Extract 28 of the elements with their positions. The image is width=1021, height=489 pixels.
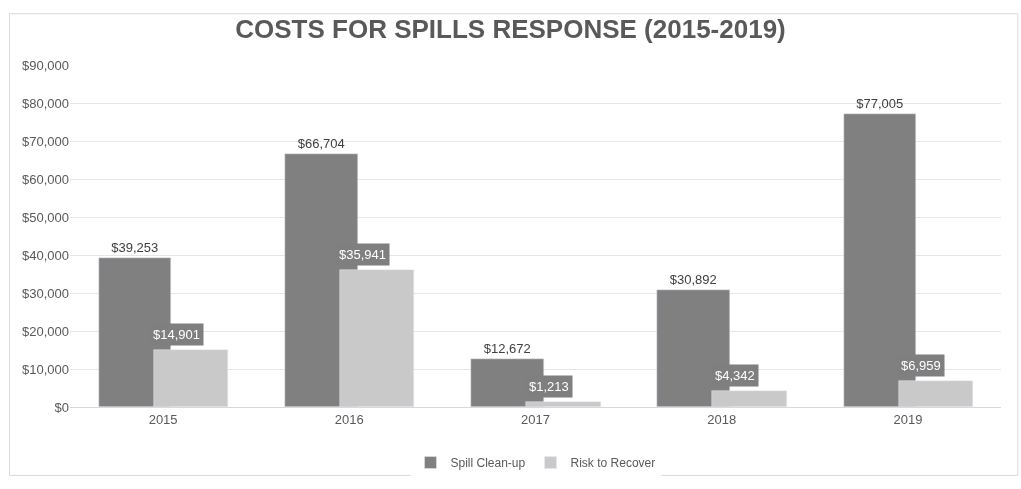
chart-title: COSTS FOR SPILLS RESPONSE (2015-2019): [235, 13, 786, 44]
y-tick-label: $40,000: [22, 247, 69, 263]
legend-label: Risk to Recover: [570, 456, 656, 471]
y-tick-label: $60,000: [22, 171, 69, 187]
data-label: $6,959: [901, 358, 941, 373]
y-tick-label: $80,000: [22, 95, 69, 111]
data-label: $30,892: [669, 271, 717, 287]
y-tick-label: $20,000: [22, 323, 69, 339]
data-label: $4,342: [715, 368, 755, 383]
data-label: $77,005: [856, 95, 904, 111]
y-tick-label: $50,000: [22, 209, 69, 225]
data-label: $66,704: [297, 135, 345, 151]
data-label: $39,253: [111, 239, 159, 255]
y-tick-label: $30,000: [22, 285, 69, 301]
data-label: $12,672: [483, 340, 531, 356]
x-tick-label: 2017: [521, 411, 550, 427]
x-tick-label: 2018: [707, 411, 737, 427]
x-tick-label: 2016: [334, 411, 364, 427]
x-tick-label: 2019: [893, 411, 923, 427]
y-tick-label: $0: [54, 399, 69, 415]
data-label: $1,213: [529, 379, 569, 394]
data-label: $35,941: [339, 247, 386, 262]
legend-label: Spill Clean-up: [450, 456, 526, 471]
data-label: $14,901: [153, 327, 200, 342]
x-tick-label: 2015: [148, 411, 178, 427]
y-tick-label: $10,000: [22, 361, 69, 377]
y-tick-label: $70,000: [22, 133, 69, 149]
y-tick-label: $90,000: [22, 57, 69, 73]
